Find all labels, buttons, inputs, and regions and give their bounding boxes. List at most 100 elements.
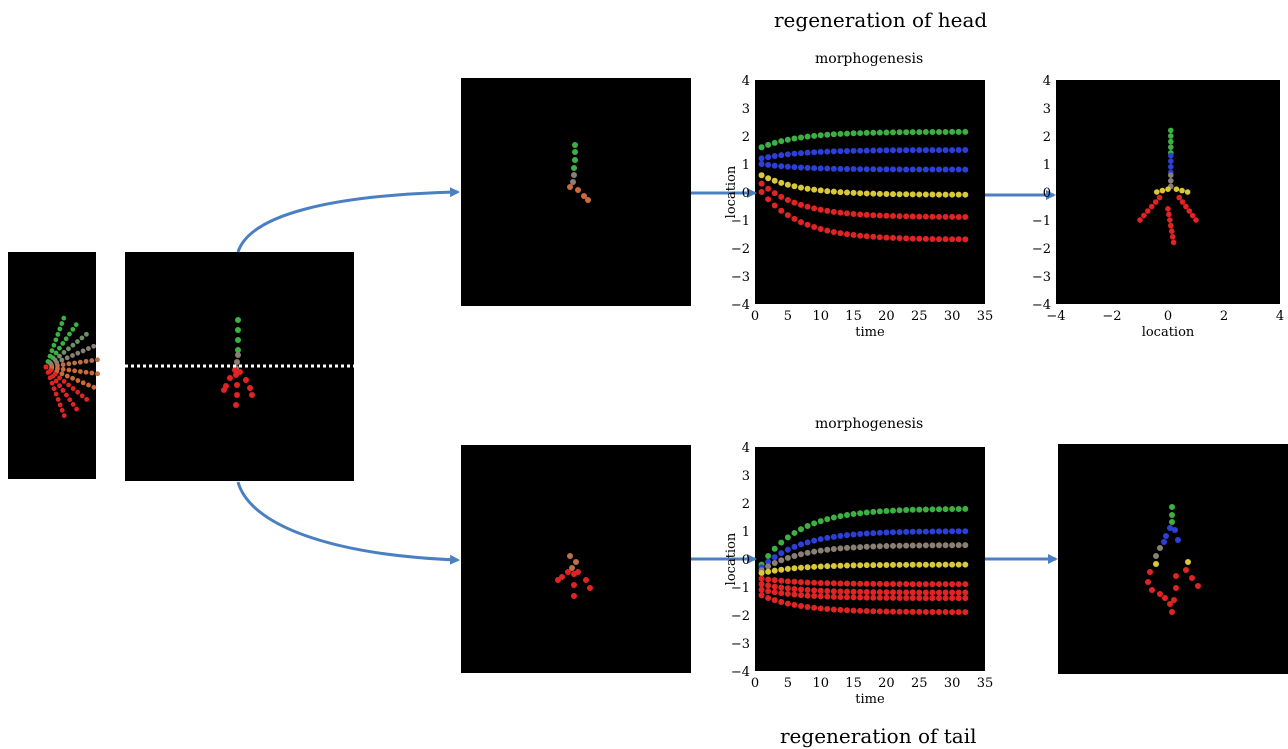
organism-dot — [232, 367, 238, 373]
series-point — [890, 129, 896, 136]
series-point — [791, 591, 798, 598]
organism-dot — [567, 184, 573, 190]
y-tick-label: −3 — [731, 637, 750, 652]
series-point — [850, 231, 857, 238]
series-point — [903, 147, 910, 154]
y-tick-label: 0 — [742, 553, 750, 568]
result-dot — [1167, 217, 1173, 223]
fan-dot — [53, 337, 59, 343]
fan-dot — [67, 331, 72, 337]
x-tick-label: 10 — [812, 676, 829, 691]
result-dot — [1175, 537, 1181, 543]
y-tick-label: −4 — [731, 298, 750, 313]
series-point — [876, 166, 883, 173]
series-point — [876, 508, 883, 515]
fan-dot — [83, 369, 89, 375]
result-dot — [1168, 144, 1174, 150]
series-point — [876, 543, 883, 550]
series-point — [830, 514, 837, 521]
series-point — [817, 165, 824, 172]
fan-dot — [66, 367, 72, 373]
organism-dot — [235, 317, 241, 323]
organism-dot — [233, 372, 239, 378]
organism-dot — [243, 377, 249, 383]
result-dot — [1173, 186, 1180, 192]
fan-dot — [61, 413, 67, 419]
fan-dot — [75, 339, 80, 344]
series-point — [850, 147, 857, 154]
series-point — [804, 203, 811, 210]
series-point — [916, 589, 923, 596]
fan-dot — [60, 362, 66, 367]
result-dot — [1186, 208, 1193, 214]
series-point — [817, 132, 824, 139]
series-point — [778, 584, 785, 591]
series-point — [850, 531, 857, 538]
series-point — [890, 581, 896, 588]
series-point — [811, 520, 818, 527]
series-point — [778, 179, 785, 186]
series-point — [903, 561, 910, 568]
result-dot — [1137, 217, 1143, 223]
series-point — [758, 586, 765, 593]
series-point — [922, 542, 929, 549]
series-point — [896, 235, 903, 242]
series-point — [896, 529, 903, 536]
series-point — [870, 508, 877, 515]
series-point — [962, 595, 969, 602]
organism-dot — [570, 179, 576, 185]
series-point — [844, 231, 850, 238]
fan-dot — [67, 397, 73, 403]
y-tick-label: −3 — [731, 270, 750, 285]
series-point — [929, 595, 936, 602]
series-point — [896, 594, 903, 601]
x-tick-label: 15 — [845, 309, 862, 324]
result-dot — [1168, 152, 1174, 159]
y-tick-label: 3 — [742, 102, 750, 117]
fan-dot — [66, 382, 72, 388]
series-point — [784, 151, 791, 158]
series-point — [896, 589, 903, 596]
series-point — [936, 581, 942, 588]
fan-dot — [53, 391, 59, 397]
series-point — [929, 581, 936, 588]
series-point — [844, 165, 850, 172]
fan-dot — [53, 350, 59, 356]
series-point — [830, 208, 837, 215]
series-point — [824, 227, 831, 234]
series-point — [765, 196, 772, 203]
bottom-chart-title: morphogenesis — [815, 416, 924, 432]
result-dot — [1163, 533, 1169, 539]
series-point — [890, 234, 896, 241]
series-point — [765, 185, 772, 192]
series-point — [824, 165, 831, 172]
series-point — [922, 166, 929, 173]
series-point — [765, 563, 772, 570]
x-tick-label: 35 — [977, 309, 994, 324]
series-point — [883, 608, 890, 615]
arrow-to-head-remainder — [236, 187, 460, 253]
series-point — [942, 213, 949, 220]
y-tick-label: 1 — [742, 158, 750, 173]
series-point — [922, 528, 929, 535]
series-point — [949, 528, 956, 535]
series-point — [811, 563, 818, 570]
series-point — [949, 147, 956, 154]
series-point — [936, 595, 942, 602]
y-tick-label: −1 — [1032, 214, 1051, 229]
series-point — [955, 581, 962, 588]
series-point — [791, 565, 798, 572]
series-point — [870, 530, 877, 537]
series-point — [942, 589, 949, 596]
series-point — [962, 609, 969, 616]
result-dot — [1145, 579, 1151, 585]
series-point — [949, 609, 956, 616]
series-point — [962, 528, 969, 535]
x-tick-label: 20 — [878, 676, 895, 691]
result-dot — [1168, 133, 1174, 139]
fan-dot — [83, 358, 89, 364]
regenerated-tail-panel — [1058, 444, 1288, 674]
series-point — [876, 129, 883, 136]
series-point — [804, 592, 811, 599]
